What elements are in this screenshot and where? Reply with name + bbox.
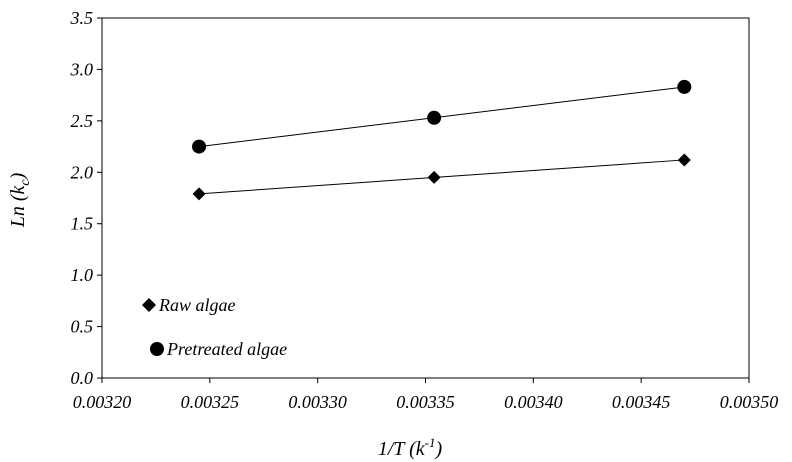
y-tick-label: 0.5 [71,317,94,337]
x-tick-label: 0.00320 [73,392,132,412]
legend: Raw algae Pretreated algae [142,295,287,359]
y-tick-label: 1.5 [71,214,94,234]
y-tick-label: 3.5 [70,8,94,28]
legend-item-raw-algae: Raw algae [142,295,236,315]
trendline-raw-algae [199,159,685,195]
y-tick-label: 0.0 [71,368,94,388]
data-point-pretreated-algae [677,79,692,94]
legend-label-raw-algae: Raw algae [158,295,236,315]
legend-item-pretreated-algae: Pretreated algae [150,339,287,359]
trendline-pretreated-algae [198,86,685,148]
data-point-raw-algae [677,153,691,167]
data-point-pretreated-algae [192,139,207,154]
data-point-raw-algae [192,187,206,201]
x-tick-label: 0.00345 [612,392,671,412]
y-tick-label: 2.5 [71,111,94,131]
circle-marker-icon [150,342,164,356]
y-axis-ticks: 0.0 0.5 1.0 1.5 2.0 2.5 3.0 3.5 [70,8,102,388]
data-point-raw-algae [427,170,441,184]
x-tick-label: 0.00325 [181,392,240,412]
diamond-marker-icon [142,298,156,312]
y-axis-label: Ln (kc) [7,172,33,228]
y-tick-label: 2.0 [71,162,94,182]
x-tick-label: 0.00330 [288,392,347,412]
x-axis-label: 1/T (k-1) [378,435,443,460]
x-axis-ticks: 0.00320 0.00325 0.00330 0.00335 0.00340 0.003… [73,378,779,412]
x-tick-label: 0.00350 [720,392,779,412]
y-tick-label: 1.0 [71,265,94,285]
x-tick-label: 0.00335 [396,392,455,412]
series-pretreated-algae [192,79,692,154]
data-point-pretreated-algae [427,110,442,125]
plot-area-frame [101,17,750,379]
series-layer [192,79,692,201]
x-tick-label: 0.00340 [504,392,563,412]
y-tick-label: 3.0 [70,59,94,79]
legend-label-pretreated-algae: Pretreated algae [166,339,287,359]
series-raw-algae [192,153,691,201]
